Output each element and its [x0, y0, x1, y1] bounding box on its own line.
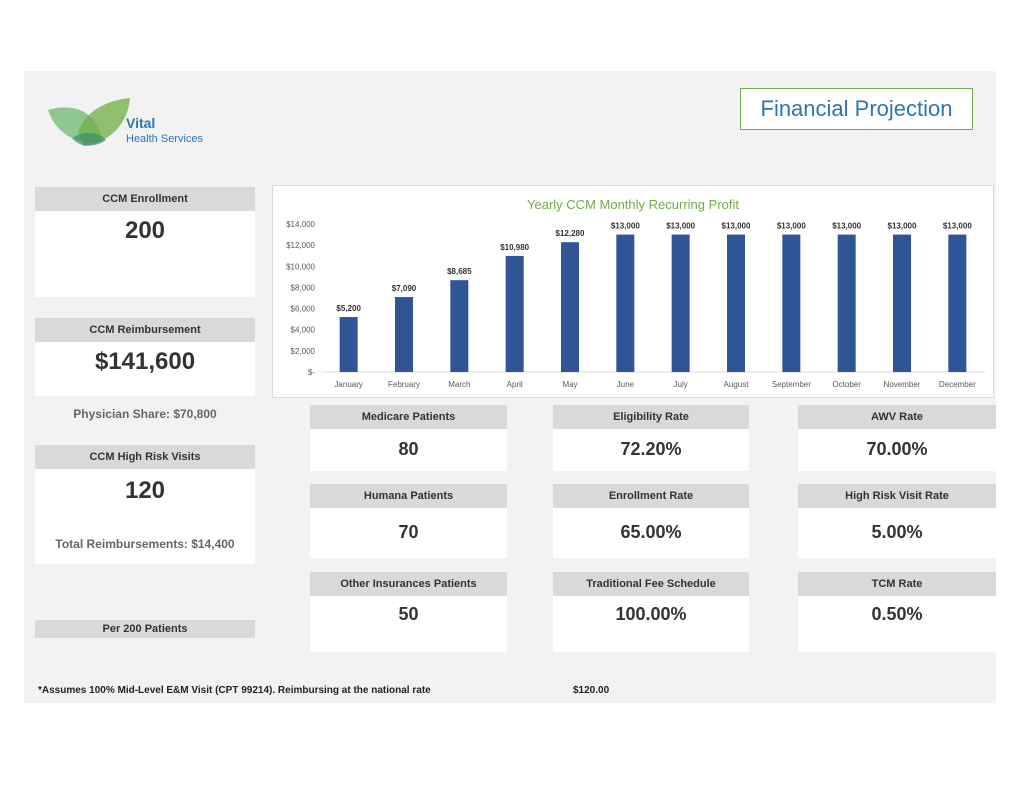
awv-rate-value: 70.00% [866, 439, 928, 459]
x-tick-label: September [772, 380, 811, 389]
bar-data-label: $5,200 [336, 304, 361, 313]
tcm-rate-value: 0.50% [871, 604, 923, 624]
logo-subtitle: Health Services [126, 133, 204, 145]
medicare-patients-panel: 80 [310, 429, 507, 471]
ccm-reimbursement-panel: $141,600 [35, 342, 255, 396]
other-insurances-patients-value: 50 [398, 604, 419, 624]
y-tick-label: $14,000 [286, 220, 315, 229]
profit-chart-svg: Yearly CCM Monthly Recurring Profit $- $2,… [286, 197, 985, 389]
x-tick-label: February [388, 380, 420, 389]
other-insurances-patients-panel: 50 [310, 596, 507, 652]
ccm-enrollment-header: CCM Enrollment [35, 187, 255, 211]
logo-name: Vital [126, 115, 156, 131]
chart-bar [727, 234, 745, 372]
awv-rate-panel: 70.00% [798, 429, 996, 471]
high-risk-visit-rate-panel: 5.00% [798, 508, 996, 558]
y-tick-label: $12,000 [286, 241, 315, 250]
enrollment-rate-panel: 65.00% [553, 508, 749, 558]
bar-data-label: $12,280 [556, 229, 585, 238]
traditional-fee-schedule-header: Traditional Fee Schedule [553, 572, 749, 596]
y-tick-label: $6,000 [291, 305, 316, 314]
bar-data-label: $13,000 [832, 222, 861, 231]
ccm-reimbursement-value: $141,600 [94, 348, 196, 375]
bar-data-label: $10,980 [500, 243, 529, 252]
x-tick-label: August [724, 380, 750, 389]
x-tick-label: January [334, 380, 362, 389]
chart-bar [837, 234, 856, 372]
high-risk-visit-rate-value: 5.00% [871, 522, 923, 542]
tcm-rate-header: TCM Rate [798, 572, 996, 596]
humana-patients-panel: 70 [310, 508, 507, 558]
y-tick-label: $8,000 [291, 283, 316, 292]
x-tick-label: March [448, 380, 470, 389]
humana-patients-value: 70 [398, 522, 419, 542]
chart-bar [893, 234, 911, 372]
bar-data-label: $7,090 [392, 284, 417, 293]
medicare-patients-header: Medicare Patients [310, 405, 507, 429]
bar-data-label: $8,685 [447, 267, 472, 276]
awv-rate-header: AWV Rate [798, 405, 996, 429]
x-tick-label: May [562, 380, 577, 389]
chart-bar [616, 234, 635, 372]
page-title: Financial Projection [740, 88, 973, 130]
logo-leaf-icon [48, 98, 130, 146]
humana-patients-header: Humana Patients [310, 484, 507, 508]
high-risk-visit-rate-header: High Risk Visit Rate [798, 484, 996, 508]
total-reimbursements-note: Total Reimbursements: $14,400 [55, 537, 235, 551]
ccm-enrollment-value: 200 [124, 217, 166, 244]
high-risk-visits-panel: 120 Total Reimbursements: $14,400 [35, 469, 255, 564]
chart-bar [339, 317, 358, 372]
y-tick-label: $4,000 [291, 326, 316, 335]
chart-title: Yearly CCM Monthly Recurring Profit [527, 197, 739, 212]
y-tick-label: $- [308, 368, 315, 377]
chart-bar [505, 255, 524, 372]
bar-data-label: $13,000 [777, 222, 806, 231]
eligibility-rate-value: 72.20% [620, 439, 682, 459]
bar-data-label: $13,000 [666, 222, 695, 231]
x-tick-label: April [507, 380, 523, 389]
eligibility-rate-panel: 72.20% [553, 429, 749, 471]
high-risk-visits-value: 120 [124, 477, 166, 504]
tcm-rate-panel: 0.50% [798, 596, 996, 652]
other-insurances-patients-header: Other Insurances Patients [310, 572, 507, 596]
medicare-patients-value: 80 [398, 439, 419, 459]
x-tick-label: November [884, 380, 921, 389]
bar-data-label: $13,000 [611, 222, 640, 231]
bar-data-label: $13,000 [943, 222, 972, 231]
chart-bar [948, 234, 967, 372]
traditional-fee-schedule-panel: 100.00% [553, 596, 749, 652]
traditional-fee-schedule-value: 100.00% [615, 604, 687, 624]
bar-data-label: $13,000 [888, 222, 917, 231]
enrollment-rate-value: 65.00% [620, 522, 682, 542]
high-risk-visits-header: CCM High Risk Visits [35, 445, 255, 469]
profit-chart: Yearly CCM Monthly Recurring Profit $- $2,… [272, 185, 994, 398]
x-tick-label: December [939, 380, 976, 389]
per-patients-label: Per 200 Patients [35, 620, 255, 638]
chart-bar [561, 242, 579, 372]
footnote-rate: $120.00 [573, 685, 610, 696]
ccm-reimbursement-header: CCM Reimbursement [35, 318, 255, 342]
chart-bar [395, 297, 413, 372]
x-tick-label: July [674, 380, 688, 389]
ccm-enrollment-panel: 200 [35, 211, 255, 297]
chart-bar [450, 280, 469, 372]
physician-share-note: Physician Share: $70,800 [73, 407, 217, 421]
chart-bar [782, 234, 801, 372]
y-tick-label: $2,000 [291, 347, 316, 356]
eligibility-rate-header: Eligibility Rate [553, 405, 749, 429]
x-tick-label: June [617, 380, 635, 389]
y-tick-label: $10,000 [286, 262, 315, 271]
x-tick-label: October [832, 380, 861, 389]
footnote: *Assumes 100% Mid-Level E&M Visit (CPT 9… [38, 685, 431, 696]
bar-data-label: $13,000 [722, 222, 751, 231]
chart-bar [671, 234, 690, 372]
enrollment-rate-header: Enrollment Rate [553, 484, 749, 508]
